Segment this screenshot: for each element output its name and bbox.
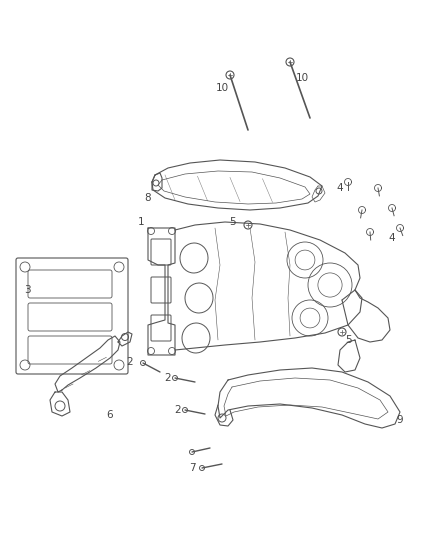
- Text: 5: 5: [229, 217, 235, 227]
- Text: 10: 10: [215, 83, 229, 93]
- Text: 5: 5: [345, 335, 351, 345]
- Text: 3: 3: [24, 285, 30, 295]
- FancyBboxPatch shape: [28, 303, 112, 331]
- Text: 6: 6: [107, 410, 113, 420]
- Text: 2: 2: [127, 357, 133, 367]
- Text: 4: 4: [337, 183, 343, 193]
- FancyBboxPatch shape: [28, 336, 112, 364]
- Text: 10: 10: [296, 73, 308, 83]
- FancyBboxPatch shape: [151, 315, 171, 341]
- FancyBboxPatch shape: [151, 277, 171, 303]
- FancyBboxPatch shape: [28, 270, 112, 298]
- Text: 4: 4: [389, 233, 396, 243]
- Text: 2: 2: [165, 373, 171, 383]
- Text: 1: 1: [138, 217, 144, 227]
- Text: 9: 9: [397, 415, 403, 425]
- Text: 7: 7: [189, 463, 195, 473]
- Text: 2: 2: [175, 405, 181, 415]
- Text: 8: 8: [145, 193, 151, 203]
- FancyBboxPatch shape: [151, 239, 171, 265]
